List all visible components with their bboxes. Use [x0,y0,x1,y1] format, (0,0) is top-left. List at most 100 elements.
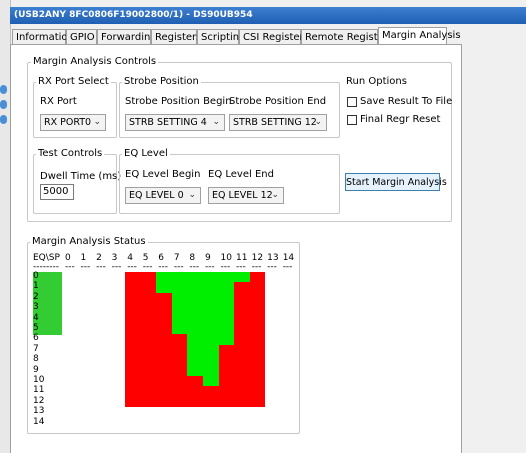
checkbox-label: Final Regr Reset [360,114,441,125]
fail-cell [125,324,141,335]
dropdown[interactable]: STRB SETTING 12 ⌄ [229,114,327,131]
fail-cell [156,396,172,408]
corner-rule: -------- [33,262,59,272]
pass-cell [202,344,219,356]
column-rule: --- [251,262,262,272]
column-rule: --- [80,262,91,272]
dropdown-value: RX PORT0 [44,117,92,128]
fail-cell [249,272,266,283]
fail-cell [218,344,235,356]
tab[interactable]: Remote Registers [301,29,393,44]
fail-cell [218,355,235,366]
fail-cell [218,376,235,387]
tab[interactable]: Scripting [197,29,245,44]
group-title: Margin Analysis Status [30,236,148,247]
dropdown[interactable]: EQ LEVEL 12 ⌄ [208,187,284,204]
pass-cell [218,292,235,304]
column-label: 8 [189,253,196,263]
pass-cell [218,282,235,293]
fail-cell [156,355,172,366]
pass-cell [187,272,203,283]
checkbox[interactable] [347,115,357,125]
checkbox-label: Save Result To File [360,96,453,107]
fail-cell [140,355,157,366]
column-label: 2 [96,253,102,263]
start-button[interactable]: Start Margin Analysis [345,173,447,191]
tab[interactable]: GPIO [66,29,97,44]
row-label: 5 [33,323,39,333]
column-label: 14 [282,253,295,263]
pass-cell [218,324,235,335]
row-label: 0 [33,271,39,281]
side-icon[interactable] [0,100,7,109]
tab[interactable]: CSI Registers [239,29,309,44]
side-icon[interactable] [0,85,7,94]
tab[interactable]: Margin Analysis [378,27,461,45]
fail-cell [125,303,141,314]
tab[interactable]: Forwarding [97,29,157,44]
fail-cell [249,292,266,304]
column-rule: --- [204,262,215,272]
column-rule: --- [65,262,75,272]
row-label: 9 [33,364,39,375]
run-group [342,82,442,138]
pass-cell [171,282,188,293]
pass-cell [187,303,203,314]
fail-cell [156,386,172,397]
fail-cell [125,292,141,304]
pass-cell [202,292,219,304]
pass-cell [202,272,219,283]
fail-cell [249,386,266,397]
tab[interactable]: Registers [151,29,201,44]
fail-cell [234,282,250,293]
dropdown[interactable]: EQ LEVEL 0 ⌄ [125,187,201,204]
label: RX Port [40,96,77,107]
pass-cell [218,272,235,283]
fail-cell [140,386,157,397]
fail-cell [171,396,188,408]
checkbox[interactable] [347,97,357,107]
eq-group [119,154,340,214]
group-title: Run Options [344,76,409,87]
pass-cell [234,272,250,283]
status-group [27,242,300,434]
row-highlight [33,313,62,325]
label: EQ Level End [208,169,274,180]
column-rule: --- [96,262,106,272]
fail-cell [249,396,266,408]
fail-cell [125,344,141,356]
fail-cell [249,282,266,293]
fail-cell [234,303,250,314]
fail-cell [125,272,141,283]
pass-cell [218,334,235,345]
dropdown[interactable]: STRB SETTING 4 ⌄ [125,114,225,131]
column-label: 9 [204,253,211,263]
fail-cell [156,303,172,314]
dropdown-value: EQ LEVEL 0 [129,190,184,201]
text-input[interactable]: 5000 [40,184,74,200]
tab[interactable]: Information [12,29,74,44]
column-rule: --- [142,262,153,272]
side-icon[interactable] [0,115,7,124]
fail-cell [140,292,157,304]
pass-cell [202,376,219,387]
pass-cell [171,313,188,325]
column-label: 10 [220,253,232,263]
fail-cell [202,396,219,408]
dropdown[interactable]: RX PORT0 ⌄ [40,114,106,131]
fail-cell [140,313,157,325]
column-label: 7 [173,253,180,263]
column-rule: --- [173,262,184,272]
pass-cell [171,303,188,314]
fail-cell [171,344,188,356]
row-label: 2 [33,291,39,302]
column-label: 13 [267,253,279,263]
pass-cell [202,334,219,345]
fail-cell [187,386,203,397]
fail-cell [249,344,266,356]
pass-cell [218,313,235,325]
fail-cell [140,334,157,345]
column-rule: --- [267,262,277,272]
fail-cell [218,365,235,377]
row-highlight [33,324,62,335]
